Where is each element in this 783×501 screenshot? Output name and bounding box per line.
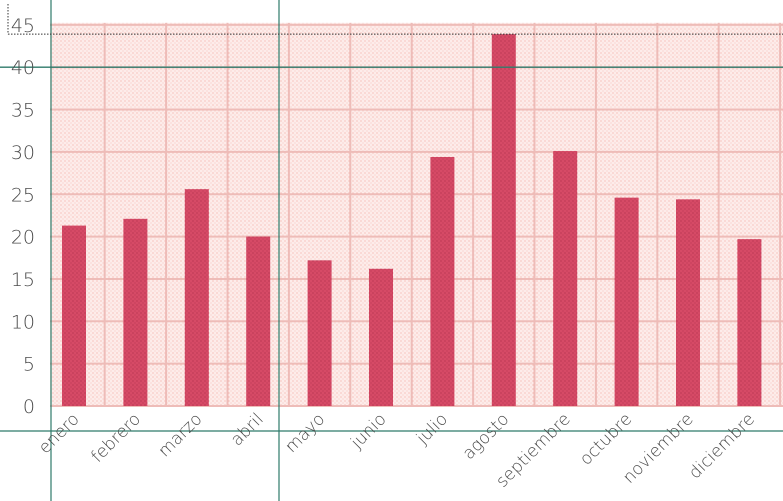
bar-texture-mayo	[307, 260, 332, 406]
x-category-label: julio	[412, 409, 452, 449]
bar-texture-abril	[246, 236, 271, 406]
y-tick-label: 10	[11, 311, 35, 333]
x-category-label: enero	[35, 409, 84, 458]
y-tick-label: 40	[11, 57, 35, 79]
x-category-label: octubre	[576, 409, 636, 469]
x-category-label: febrero	[87, 409, 145, 467]
x-category-label: mayo	[281, 409, 329, 457]
y-tick-label: 35	[11, 100, 35, 122]
bar-texture-junio	[369, 268, 393, 406]
bar-texture-octubre	[614, 197, 639, 406]
y-axis-tick-labels: 0 5 10 15 20 25 30 35 40 45	[11, 15, 35, 418]
bar-texture-diciembre	[737, 239, 762, 406]
y-tick-label: 25	[11, 184, 35, 206]
y-tick-label: 5	[23, 354, 35, 376]
x-axis-category-labels: enero febrero marzo abril mayo junio julio agos…	[35, 409, 759, 491]
bar-texture-septiembre	[553, 151, 578, 406]
x-category-label: marzo	[155, 409, 207, 461]
x-category-label: diciembre	[685, 409, 759, 483]
y-tick-label: 15	[11, 269, 35, 291]
bar-texture-enero	[62, 225, 86, 406]
y-tick-label: 20	[11, 227, 35, 249]
y-tick-label: 0	[23, 396, 35, 418]
bars	[62, 34, 762, 407]
y-tick-label: 30	[11, 142, 35, 164]
x-category-label: abril	[227, 409, 268, 450]
bar-texture-noviembre	[676, 199, 700, 406]
bar-texture-marzo	[184, 189, 209, 406]
plot-area-stipple	[50, 22, 783, 406]
plot-background	[50, 22, 783, 406]
y-tick-label: 45	[11, 15, 35, 37]
bar-texture-agosto	[491, 34, 516, 407]
bar-texture-febrero	[123, 218, 148, 406]
x-category-label: agosto	[459, 409, 513, 463]
bar-texture-julio	[430, 156, 455, 406]
